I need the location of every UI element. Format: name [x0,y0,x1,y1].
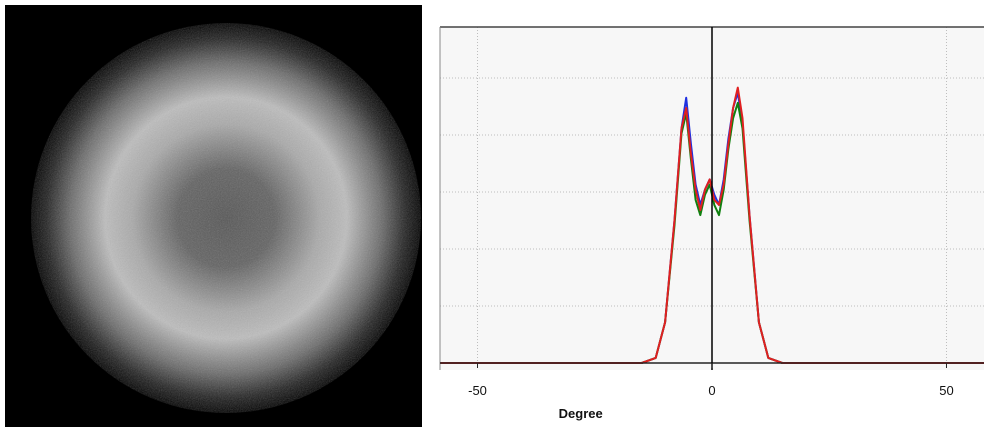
beam-profile-image [5,5,422,427]
x-tick-label: 0 [708,383,716,398]
x-axis-title: Degree [558,406,603,421]
x-tick-label: 50 [939,383,954,398]
profile-plot: -50 0 50 Degree [432,0,984,427]
plot-area [439,26,984,370]
beam-ring-graphic [5,5,422,427]
x-tick-label: -50 [468,383,487,398]
